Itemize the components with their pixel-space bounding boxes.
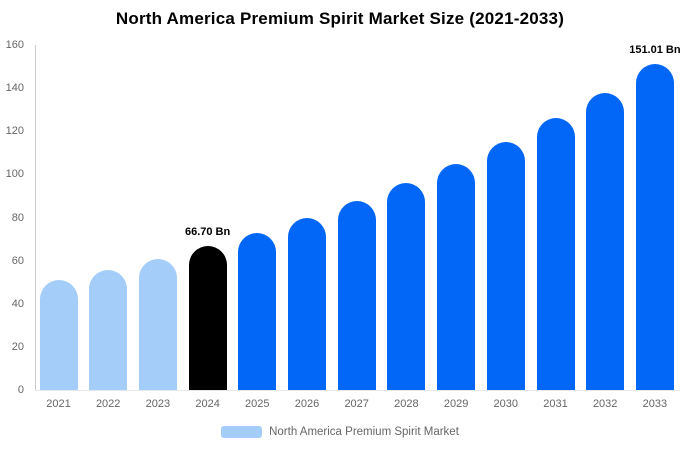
x-axis-label-2024: 2024 bbox=[195, 398, 220, 410]
bar-2022[interactable] bbox=[89, 270, 128, 390]
x-axis-label-2025: 2025 bbox=[245, 398, 270, 410]
bar-2025[interactable] bbox=[238, 232, 277, 390]
chart-title: North America Premium Spirit Market Size… bbox=[115, 9, 565, 28]
x-axis-label-2023: 2023 bbox=[145, 398, 171, 410]
y-axis-tick-label: 40 bbox=[11, 297, 24, 310]
x-axis-label-2027: 2027 bbox=[344, 398, 369, 410]
bar-2026[interactable] bbox=[288, 217, 326, 390]
y-axis-tick-label: 80 bbox=[11, 211, 24, 224]
legend-item[interactable]: North America Premium Spirit Market bbox=[221, 426, 459, 438]
legend-label: North America Premium Spirit Market bbox=[269, 426, 459, 438]
x-axis-label-2021: 2021 bbox=[46, 398, 71, 410]
bar-2024[interactable] bbox=[188, 246, 227, 390]
bar-2027[interactable] bbox=[337, 201, 376, 390]
x-axis-label-2032: 2032 bbox=[592, 398, 618, 410]
y-axis-line bbox=[34, 45, 36, 390]
bar-2023[interactable] bbox=[138, 258, 177, 390]
x-axis-label-2029: 2029 bbox=[443, 398, 469, 410]
x-axis-label-2030: 2030 bbox=[493, 398, 519, 410]
x-axis-baseline bbox=[34, 390, 680, 391]
bar-2030[interactable] bbox=[486, 142, 525, 390]
bar-2032[interactable] bbox=[586, 92, 625, 390]
bar-2033[interactable] bbox=[635, 64, 674, 390]
x-axis-label-2026: 2026 bbox=[294, 398, 320, 410]
legend: North America Premium Spirit Market bbox=[0, 426, 680, 438]
y-axis-tick-label: 20 bbox=[11, 340, 24, 353]
value-annotation-2024: 66.70 Bn bbox=[184, 226, 231, 239]
bar-2021[interactable] bbox=[39, 280, 78, 390]
y-axis-tick-label: 140 bbox=[5, 82, 24, 95]
x-axis-label-2031: 2031 bbox=[543, 398, 568, 410]
bar-2028[interactable] bbox=[387, 183, 426, 390]
y-axis-tick-label: 60 bbox=[11, 254, 24, 267]
y-axis-tick-label: 100 bbox=[5, 168, 24, 181]
legend-swatch-icon bbox=[221, 426, 263, 438]
value-annotation-2033: 151.01 Bn bbox=[629, 44, 680, 57]
y-axis-tick-label: 0 bbox=[17, 384, 24, 396]
x-axis-label-2022: 2022 bbox=[95, 398, 121, 410]
y-axis-tick-label: 160 bbox=[5, 39, 24, 51]
y-axis-tick-label: 120 bbox=[5, 125, 24, 138]
x-axis-label-2028: 2028 bbox=[394, 398, 419, 410]
bar-2029[interactable] bbox=[437, 163, 476, 390]
bar-2031[interactable] bbox=[536, 118, 575, 390]
x-axis-label-2033: 2033 bbox=[642, 398, 668, 410]
